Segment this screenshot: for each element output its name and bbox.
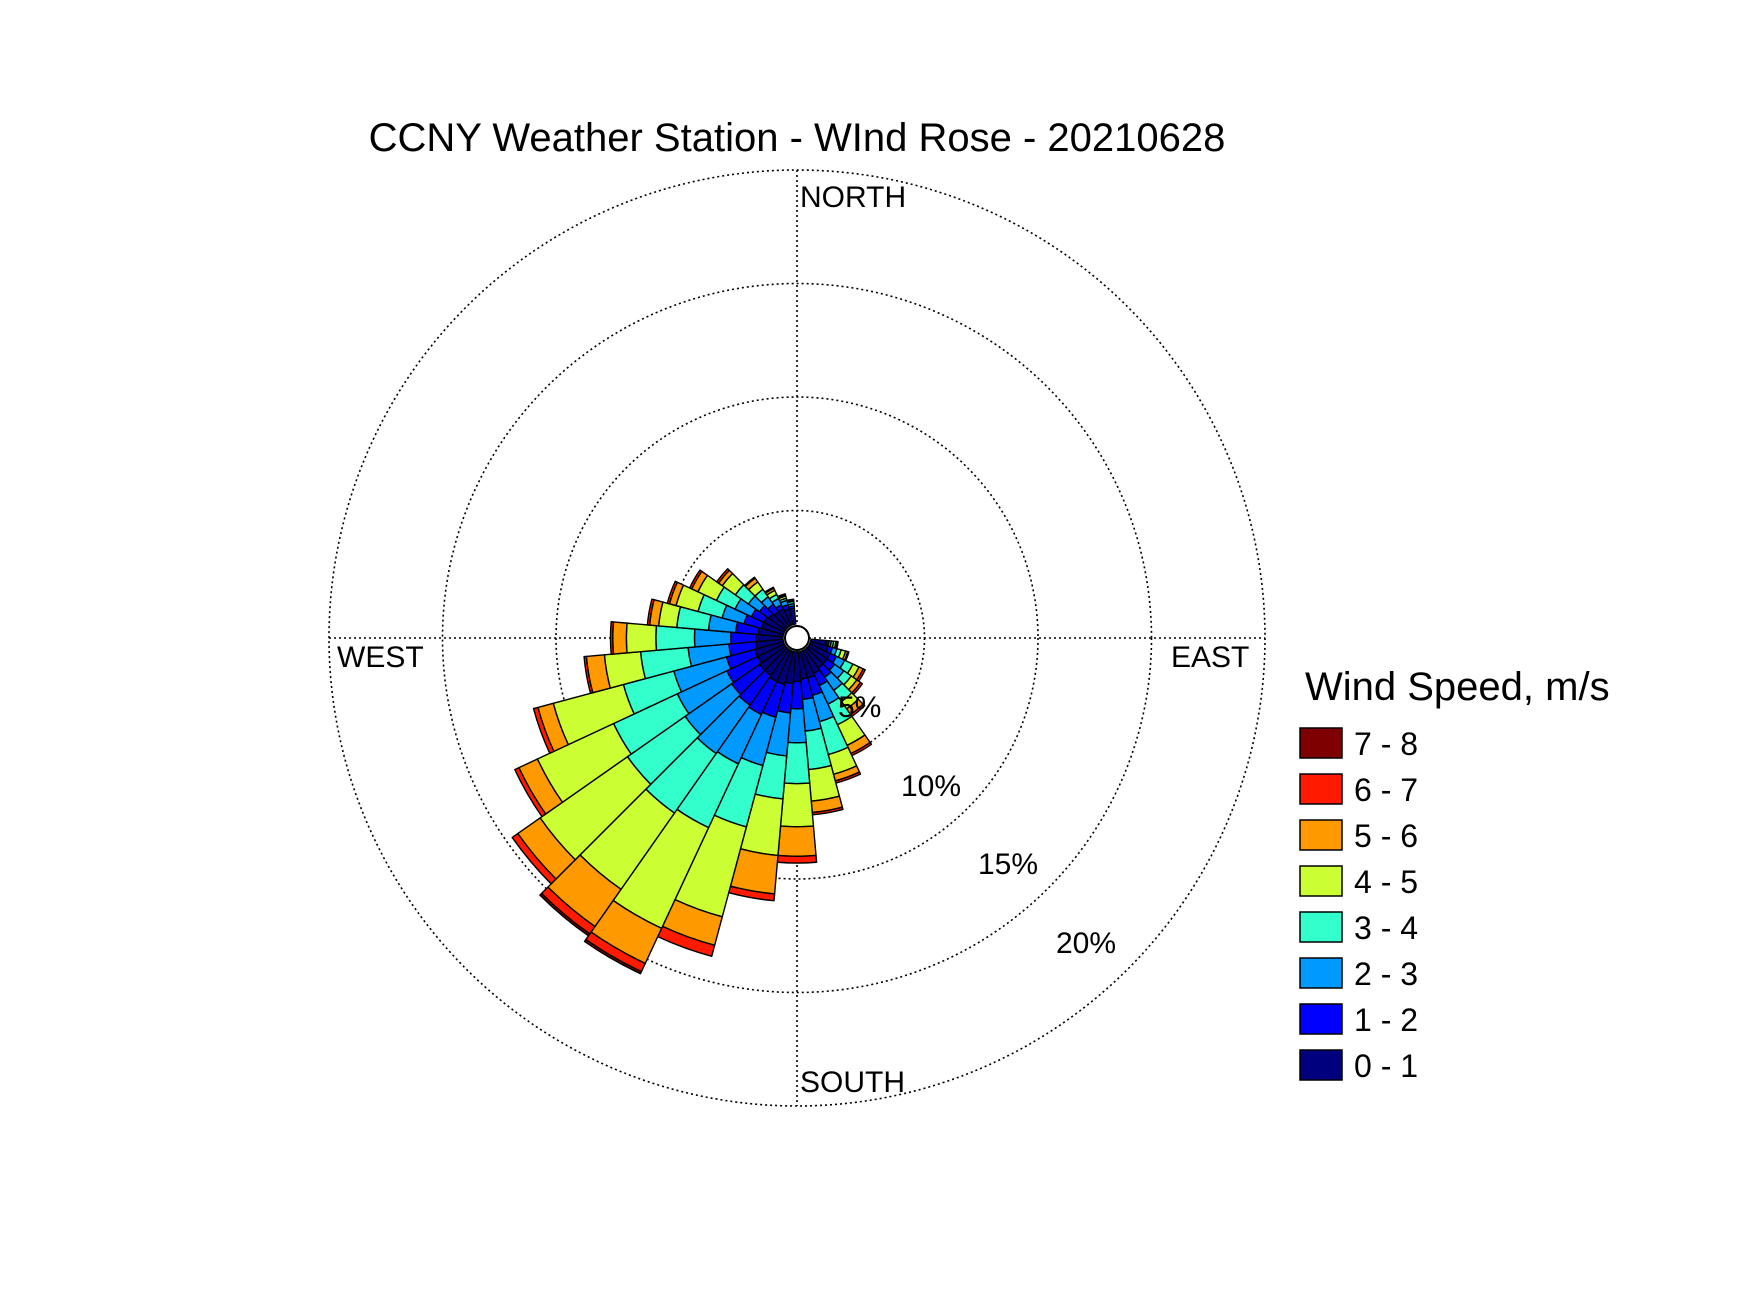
- legend-swatch: [1299, 957, 1343, 989]
- sector-270-bin-4: [625, 622, 658, 654]
- legend-item: 2 - 3: [1299, 956, 1418, 992]
- legend-label: 5 - 6: [1354, 818, 1418, 854]
- sector-310-bin-6: [716, 568, 731, 584]
- sector-240: [514, 643, 787, 818]
- sector-180-bin-6: [776, 854, 818, 864]
- legend-label: 2 - 3: [1354, 956, 1418, 992]
- sector-220-bin-7: [539, 892, 591, 937]
- legend-label: 3 - 4: [1354, 910, 1418, 946]
- sector-280: [646, 598, 785, 638]
- sector-320-bin-6: [743, 576, 756, 588]
- legend-title: Wind Speed, m/s: [1305, 665, 1610, 709]
- ring-label-15: 15%: [978, 848, 1038, 881]
- sector-180-bin-3: [783, 741, 811, 785]
- chart-title: CCNY Weather Station - WInd Rose - 20210…: [369, 116, 1226, 160]
- north-label: NORTH: [800, 181, 906, 214]
- sector-270-bin-6: [609, 621, 615, 655]
- center-hole: [784, 625, 810, 651]
- sector-350: [786, 598, 797, 626]
- sector-200: [657, 649, 795, 958]
- sector-350-bin-5: [786, 598, 795, 603]
- ring-label-10: 10%: [901, 770, 961, 803]
- legend-label: 0 - 1: [1354, 1048, 1418, 1084]
- sector-230-bin-6: [511, 832, 557, 885]
- sector-280-bin-6: [646, 598, 655, 626]
- legend-swatch: [1299, 727, 1343, 759]
- legend-item: 7 - 8: [1299, 726, 1418, 762]
- legend-swatch: [1299, 773, 1343, 805]
- sector-340-bin-6: [776, 593, 787, 599]
- legend-item: 0 - 1: [1299, 1048, 1418, 1084]
- ring-label-20: 20%: [1056, 927, 1116, 960]
- legend-item: 6 - 7: [1299, 772, 1418, 808]
- sector-180-bin-5: [777, 825, 817, 857]
- sector-290-bin-6: [666, 580, 679, 605]
- sector-240-bin-6: [514, 766, 547, 818]
- sector-250-bin-6: [532, 706, 555, 754]
- west-label: WEST: [337, 641, 424, 674]
- sector-300-bin-6: [688, 569, 703, 590]
- sector-260-bin-6: [583, 655, 594, 695]
- legend-label: 7 - 8: [1354, 726, 1418, 762]
- legend-items: 7 - 8 6 - 7 5 - 6 4 - 5 3 - 4 2 - 3 1 - 2 0 - 1: [1299, 726, 1418, 1084]
- sector-320: [743, 576, 790, 629]
- legend-swatch: [1299, 1003, 1343, 1035]
- legend-swatch: [1299, 911, 1343, 943]
- legend-label: 4 - 5: [1354, 864, 1418, 900]
- sector-260: [583, 638, 785, 695]
- sector-310: [716, 568, 788, 631]
- legend-label: 6 - 7: [1354, 772, 1418, 808]
- wind-sectors: [511, 568, 873, 975]
- legend-item: 4 - 5: [1299, 864, 1418, 900]
- legend-item: 3 - 4: [1299, 910, 1418, 946]
- legend-swatch: [1299, 1049, 1343, 1081]
- sector-180: [776, 651, 818, 864]
- sector-250: [532, 640, 786, 754]
- sector-330-bin-6: [764, 586, 775, 594]
- grid-ring-15: [441, 282, 1153, 994]
- sector-210-bin-7: [583, 938, 643, 975]
- sector-160: [799, 649, 862, 784]
- ring-label-5: 5%: [838, 691, 881, 724]
- sector-270-bin-3: [655, 625, 696, 651]
- south-label: SOUTH: [800, 1066, 905, 1099]
- legend: Wind Speed, m/s 7 - 8 6 - 7 5 - 6 4 - 5 3 - …: [1299, 665, 1610, 1084]
- sector-190: [728, 650, 797, 902]
- legend-swatch: [1299, 865, 1343, 897]
- sector-180-bin-4: [779, 782, 815, 828]
- legend-swatch: [1299, 819, 1343, 851]
- sector-340: [776, 593, 795, 627]
- sector-270: [609, 621, 784, 655]
- sector-220: [539, 647, 790, 937]
- sector-270-bin-5: [612, 621, 628, 655]
- legend-label: 1 - 2: [1354, 1002, 1418, 1038]
- east-label: EAST: [1171, 641, 1249, 674]
- legend-item: 1 - 2: [1299, 1002, 1418, 1038]
- legend-item: 5 - 6: [1299, 818, 1418, 854]
